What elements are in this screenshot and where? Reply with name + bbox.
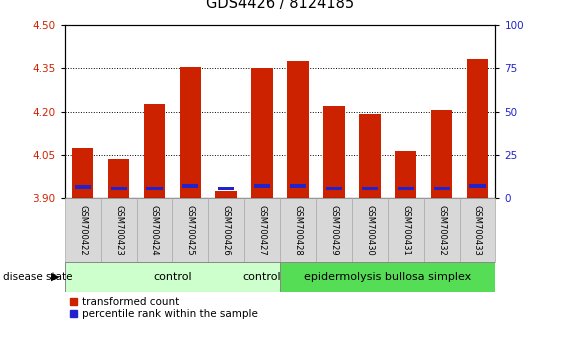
Text: GSM700432: GSM700432 (437, 205, 446, 256)
Text: GSM700427: GSM700427 (258, 205, 267, 256)
Bar (65, 198, 101, 262)
Text: GSM700423: GSM700423 (114, 205, 123, 256)
Text: GSM700426: GSM700426 (222, 205, 231, 256)
Bar (244, 198, 280, 262)
Bar (352, 198, 388, 262)
Bar (316, 198, 352, 262)
Text: GDS4426 / 8124185: GDS4426 / 8124185 (206, 0, 354, 11)
Text: disease state: disease state (3, 272, 72, 282)
Bar (146, 187, 163, 190)
Text: GSM700430: GSM700430 (365, 205, 374, 256)
Bar (362, 187, 378, 190)
Bar (72, 148, 93, 198)
Bar (137, 198, 172, 262)
Bar (359, 114, 381, 198)
Bar (144, 104, 166, 198)
Bar (280, 262, 513, 292)
Text: epidermolysis bullosa simplex: epidermolysis bullosa simplex (304, 272, 471, 282)
Bar (431, 110, 452, 198)
Bar (182, 184, 198, 188)
Bar (290, 184, 306, 188)
Legend: transformed count, percentile rank within the sample: transformed count, percentile rank withi… (70, 297, 258, 319)
Bar (216, 191, 237, 198)
Bar (218, 187, 234, 190)
Bar (459, 198, 495, 262)
Bar (395, 150, 417, 198)
Text: control: control (243, 272, 282, 282)
Bar (108, 159, 129, 198)
Bar (388, 198, 424, 262)
Bar (424, 198, 459, 262)
Bar (280, 198, 316, 262)
Bar (287, 61, 309, 198)
Bar (101, 198, 137, 262)
Bar (434, 187, 450, 190)
Bar (254, 184, 270, 188)
Bar (65, 262, 280, 292)
Text: GSM700425: GSM700425 (186, 205, 195, 256)
Bar (323, 106, 345, 198)
Bar (326, 187, 342, 190)
Text: GSM700431: GSM700431 (401, 205, 410, 256)
Bar (75, 185, 91, 189)
Bar (467, 59, 488, 198)
Text: GSM700429: GSM700429 (329, 205, 338, 256)
Text: GSM700433: GSM700433 (473, 205, 482, 256)
Bar (110, 187, 127, 190)
Bar (172, 198, 208, 262)
Text: GSM700428: GSM700428 (293, 205, 302, 256)
Bar (208, 198, 244, 262)
Text: ▶: ▶ (51, 272, 59, 282)
Bar (470, 184, 485, 188)
Bar (397, 187, 414, 190)
Bar (251, 68, 273, 198)
Text: control: control (153, 272, 192, 282)
Text: GSM700424: GSM700424 (150, 205, 159, 256)
Bar (180, 67, 201, 198)
Text: GSM700422: GSM700422 (78, 205, 87, 256)
